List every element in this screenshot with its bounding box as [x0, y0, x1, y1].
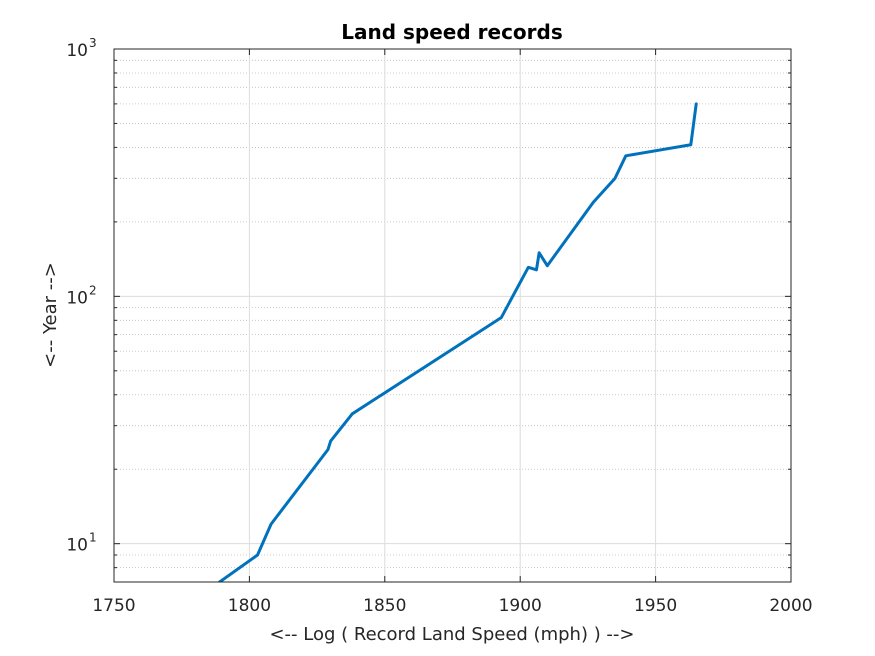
- ticks-layer: [113, 48, 792, 583]
- x-tick-label: 1900: [499, 596, 542, 616]
- y-tick-label-exponent: 1: [89, 531, 97, 545]
- series-layer: [218, 102, 698, 582]
- plot-area: [114, 49, 791, 582]
- y-tick-label-exponent: 3: [89, 36, 97, 50]
- y-tick-label-exponent: 2: [89, 283, 97, 297]
- plot-box: [113, 48, 792, 583]
- major-grid: [114, 49, 791, 582]
- x-tick-labels: 1750 1800 1850 1900 1950 2000: [92, 596, 812, 616]
- x-tick-label: 1850: [363, 596, 406, 616]
- y-tick-label: 10: [66, 41, 88, 61]
- x-axis-label: <-- Log ( Record Land Speed (mph) ) -->: [269, 624, 634, 645]
- y-axis-label: <-- Year -->: [40, 262, 61, 368]
- series-line: [218, 102, 698, 582]
- chart-title: Land speed records: [341, 20, 563, 44]
- x-tick-label: 1800: [228, 596, 271, 616]
- y-tick-label: 10: [66, 288, 88, 308]
- x-tick-label: 1950: [634, 596, 677, 616]
- x-tick-label: 1750: [92, 596, 135, 616]
- x-tick-label: 2000: [769, 596, 812, 616]
- y-tick-label: 10: [66, 536, 88, 556]
